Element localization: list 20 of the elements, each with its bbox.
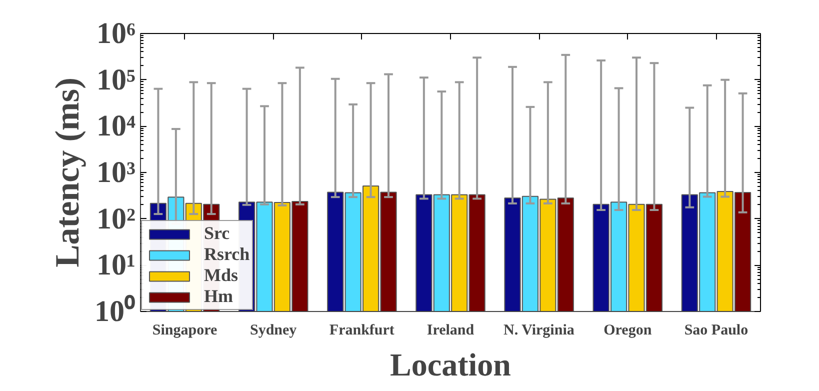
x-tick-label: Singapore — [152, 322, 218, 338]
y-tick-label: 10⁴ — [96, 110, 136, 143]
x-tick-label: Sydney — [250, 322, 298, 338]
y-tick-label: 10² — [96, 202, 136, 236]
y-axis-title: Latency (ms) — [50, 78, 86, 268]
y-tick-label: 10³ — [96, 156, 136, 189]
legend-label: Mds — [204, 265, 238, 286]
x-tick-label: Sao Paulo — [684, 322, 748, 338]
x-tick-label: Oregon — [604, 322, 652, 338]
y-tick-label: 10⁵ — [96, 63, 136, 96]
y-tick-label: 10⁰ — [94, 294, 136, 328]
x-tick-label: N. Virginia — [504, 322, 575, 338]
y-tick-label: 10¹ — [96, 248, 136, 282]
legend-label: Rsrch — [204, 244, 250, 265]
x-tick-label: Frankfurt — [329, 322, 394, 338]
x-axis-title: Location — [390, 346, 512, 382]
legend-label: Hm — [204, 286, 233, 307]
x-tick-label: Ireland — [426, 322, 475, 338]
y-tick-label: 10⁶ — [96, 17, 136, 50]
legend-label: Src — [204, 223, 230, 244]
